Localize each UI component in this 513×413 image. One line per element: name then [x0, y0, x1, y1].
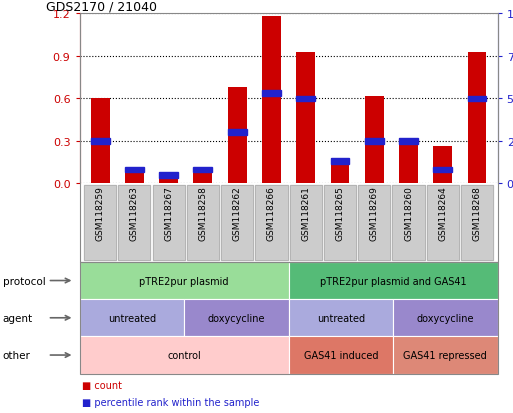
Text: protocol: protocol — [3, 276, 45, 286]
Bar — [187, 185, 219, 261]
Bar — [262, 91, 281, 97]
Bar — [468, 52, 486, 184]
Bar — [330, 158, 349, 184]
Text: doxycycline: doxycycline — [208, 313, 265, 323]
Text: GDS2170 / 21040: GDS2170 / 21040 — [46, 0, 157, 13]
Bar — [262, 17, 281, 184]
Bar — [330, 159, 349, 165]
Bar — [433, 147, 452, 184]
Bar — [290, 185, 322, 261]
Text: untreated: untreated — [317, 313, 365, 323]
Bar — [118, 185, 150, 261]
Bar — [221, 185, 253, 261]
Text: GSM118263: GSM118263 — [130, 186, 139, 241]
Bar — [461, 185, 493, 261]
Bar — [255, 185, 287, 261]
Text: GSM118258: GSM118258 — [199, 186, 207, 241]
Bar — [187, 185, 219, 261]
Text: ■ count: ■ count — [82, 380, 122, 390]
Bar — [399, 139, 418, 144]
Bar — [427, 185, 459, 261]
Bar — [358, 185, 390, 261]
Bar — [125, 167, 144, 173]
Text: agent: agent — [3, 313, 33, 323]
Text: GSM118262: GSM118262 — [233, 186, 242, 241]
Text: GSM118261: GSM118261 — [301, 186, 310, 241]
Bar — [159, 173, 178, 184]
Bar — [392, 185, 425, 261]
Text: GAS41 repressed: GAS41 repressed — [403, 350, 487, 360]
Text: pTRE2pur plasmid and GAS41: pTRE2pur plasmid and GAS41 — [320, 276, 466, 286]
Text: GSM118260: GSM118260 — [404, 186, 413, 241]
Bar — [365, 96, 384, 184]
Text: GSM118265: GSM118265 — [336, 186, 344, 241]
Bar — [297, 52, 315, 184]
Bar — [84, 185, 116, 261]
Bar — [118, 185, 150, 261]
Bar — [91, 99, 109, 184]
Text: control: control — [167, 350, 201, 360]
Bar — [358, 185, 390, 261]
Bar — [91, 139, 109, 144]
Text: GSM118269: GSM118269 — [370, 186, 379, 241]
Bar — [255, 185, 287, 261]
Text: GSM118264: GSM118264 — [438, 186, 447, 241]
Bar — [427, 185, 459, 261]
Bar — [433, 167, 452, 173]
Bar — [324, 185, 356, 261]
Text: GAS41 induced: GAS41 induced — [304, 350, 378, 360]
Bar — [125, 170, 144, 184]
Bar — [152, 185, 185, 261]
Text: pTRE2pur plasmid: pTRE2pur plasmid — [140, 276, 229, 286]
Bar — [365, 139, 384, 144]
Text: other: other — [3, 350, 30, 360]
Text: ■ percentile rank within the sample: ■ percentile rank within the sample — [82, 397, 260, 407]
Bar — [228, 130, 247, 136]
Text: GSM118267: GSM118267 — [164, 186, 173, 241]
Text: GSM118266: GSM118266 — [267, 186, 276, 241]
Bar — [392, 185, 425, 261]
Bar — [228, 88, 247, 184]
Bar — [221, 185, 253, 261]
Bar — [297, 96, 315, 102]
Bar — [399, 139, 418, 184]
Bar — [468, 96, 486, 102]
Bar — [159, 173, 178, 178]
Bar — [193, 167, 212, 173]
Bar — [461, 185, 493, 261]
Bar — [290, 185, 322, 261]
Text: GSM118268: GSM118268 — [472, 186, 482, 241]
Bar — [152, 185, 185, 261]
Bar — [324, 185, 356, 261]
Text: GSM118259: GSM118259 — [95, 186, 105, 241]
Text: doxycycline: doxycycline — [417, 313, 474, 323]
Text: untreated: untreated — [108, 313, 156, 323]
Bar — [193, 174, 212, 184]
Bar — [84, 185, 116, 261]
